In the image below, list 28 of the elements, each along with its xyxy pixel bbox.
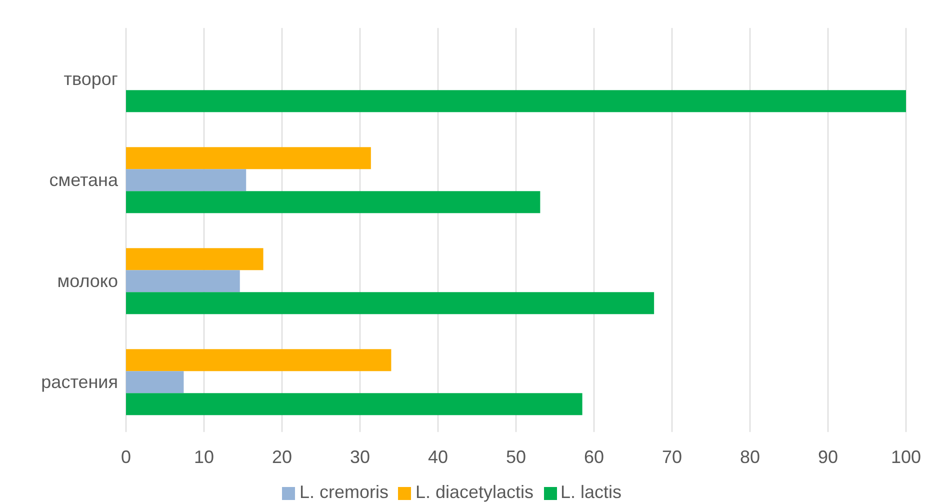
x-tick-label: 0 (120, 446, 132, 467)
legend-label: L. lactis (560, 482, 622, 502)
bar (126, 191, 540, 214)
bar (126, 169, 246, 192)
x-tick-label: 60 (584, 446, 604, 467)
bar (126, 292, 654, 314)
bar (126, 393, 582, 416)
bar (126, 90, 906, 112)
x-tick-label: 50 (506, 446, 526, 467)
legend-label: L. diacetylactis (415, 482, 534, 502)
legend-label: L. cremoris (299, 482, 388, 502)
y-tick-label: творог (64, 68, 118, 89)
x-tick-label: 90 (818, 446, 838, 467)
bar (126, 349, 392, 372)
bar (126, 371, 184, 394)
y-tick-label: молоко (57, 270, 118, 291)
x-tick-label: 70 (662, 446, 682, 467)
x-tick-label: 30 (350, 446, 370, 467)
bar (126, 147, 371, 170)
x-tick-label: 80 (740, 446, 760, 467)
y-tick-label: растения (41, 372, 118, 392)
x-tick-label: 100 (890, 446, 922, 467)
bar (126, 248, 264, 270)
x-tick-label: 10 (194, 446, 214, 467)
y-tick-label: сметана (49, 170, 119, 190)
x-tick-label: 40 (428, 446, 448, 467)
x-tick-label: 20 (272, 446, 292, 467)
bar (126, 270, 240, 292)
